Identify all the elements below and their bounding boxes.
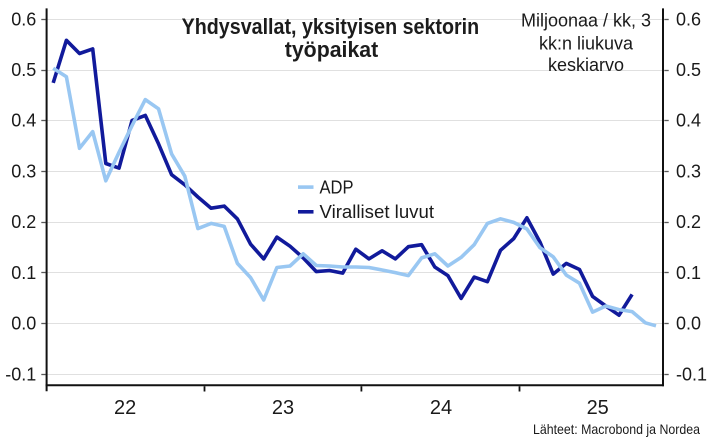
svg-text:työpaikat: työpaikat bbox=[285, 37, 379, 62]
svg-text:0.6: 0.6 bbox=[11, 9, 36, 29]
svg-text:25: 25 bbox=[587, 397, 609, 419]
svg-text:Yhdysvallat, yksityisen sektor: Yhdysvallat, yksityisen sektorin bbox=[182, 14, 480, 39]
svg-text:22: 22 bbox=[114, 397, 136, 419]
svg-text:keskiarvo: keskiarvo bbox=[548, 55, 624, 75]
svg-text:Viralliset luvut: Viralliset luvut bbox=[320, 202, 435, 222]
svg-text:0.1: 0.1 bbox=[11, 263, 36, 283]
svg-text:ADP: ADP bbox=[320, 177, 354, 197]
svg-text:0.3: 0.3 bbox=[11, 161, 36, 181]
svg-text:-0.1: -0.1 bbox=[676, 364, 707, 384]
svg-text:0.1: 0.1 bbox=[676, 263, 701, 283]
svg-text:0.4: 0.4 bbox=[11, 111, 36, 131]
svg-text:0.5: 0.5 bbox=[11, 60, 36, 80]
svg-text:0.5: 0.5 bbox=[676, 60, 701, 80]
svg-text:0.2: 0.2 bbox=[11, 212, 36, 232]
svg-text:0.4: 0.4 bbox=[676, 111, 701, 131]
svg-text:-0.1: -0.1 bbox=[5, 364, 36, 384]
svg-text:0.0: 0.0 bbox=[676, 314, 701, 334]
svg-text:Lähteet: Macrobond ja Nordea: Lähteet: Macrobond ja Nordea bbox=[533, 421, 700, 437]
svg-text:0.3: 0.3 bbox=[676, 161, 701, 181]
svg-text:23: 23 bbox=[272, 397, 294, 419]
svg-text:kk:n liukuva: kk:n liukuva bbox=[539, 33, 634, 53]
svg-text:0.6: 0.6 bbox=[676, 9, 701, 29]
svg-text:24: 24 bbox=[430, 397, 452, 419]
svg-text:0.2: 0.2 bbox=[676, 212, 701, 232]
svg-text:Miljoonaa / kk, 3: Miljoonaa / kk, 3 bbox=[521, 10, 651, 30]
svg-text:0.0: 0.0 bbox=[11, 314, 36, 334]
